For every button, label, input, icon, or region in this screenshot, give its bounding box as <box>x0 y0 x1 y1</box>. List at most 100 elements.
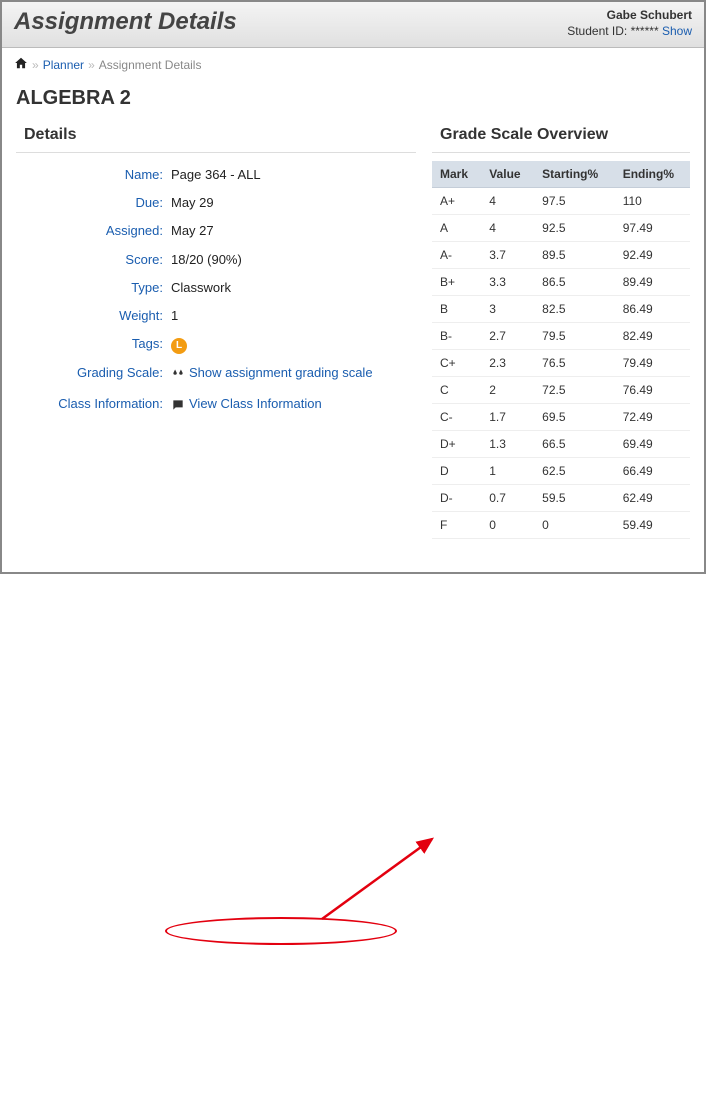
detail-weight: Weight: 1 <box>16 302 416 330</box>
table-cell: A <box>432 215 481 242</box>
detail-value: 1 <box>171 307 416 325</box>
home-icon[interactable] <box>14 56 28 73</box>
table-cell: D+ <box>432 431 481 458</box>
breadcrumb-planner[interactable]: Planner <box>43 58 84 72</box>
detail-label: Score: <box>16 251 171 269</box>
table-cell: 0.7 <box>481 485 534 512</box>
table-cell: 0 <box>534 512 615 539</box>
grade-scale-heading: Grade Scale Overview <box>432 120 690 153</box>
table-cell: B <box>432 296 481 323</box>
table-row: A-3.789.592.49 <box>432 242 690 269</box>
table-header: Value <box>481 161 534 188</box>
detail-label: Tags: <box>16 335 171 354</box>
grade-scale-table: MarkValueStarting%Ending% A+497.5110A492… <box>432 161 690 539</box>
tag-badge[interactable]: L <box>171 338 187 354</box>
table-cell: B- <box>432 323 481 350</box>
table-cell: 79.5 <box>534 323 615 350</box>
page-header: Assignment Details Gabe Schubert Student… <box>2 2 704 48</box>
table-cell: 110 <box>615 188 690 215</box>
page-title: Assignment Details <box>14 8 237 36</box>
detail-value: May 29 <box>171 194 416 212</box>
annotation-arrow <box>2 539 706 1113</box>
table-cell: D- <box>432 485 481 512</box>
table-cell: 3.7 <box>481 242 534 269</box>
detail-value: Show assignment grading scale <box>171 364 416 385</box>
table-cell: A- <box>432 242 481 269</box>
table-cell: D <box>432 458 481 485</box>
table-cell: C+ <box>432 350 481 377</box>
student-id-label: Student ID: <box>567 24 627 38</box>
table-cell: 2.7 <box>481 323 534 350</box>
table-row: C272.576.49 <box>432 377 690 404</box>
student-id-row: Student ID: ****** Show <box>567 24 692 40</box>
detail-value: View Class Information <box>171 395 416 416</box>
table-cell: 2 <box>481 377 534 404</box>
table-row: C+2.376.579.49 <box>432 350 690 377</box>
detail-value: May 27 <box>171 222 416 240</box>
table-cell: 0 <box>481 512 534 539</box>
show-id-link[interactable]: Show <box>662 24 692 38</box>
table-row: B382.586.49 <box>432 296 690 323</box>
detail-class-info: Class Information: View Class Informatio… <box>16 390 416 421</box>
table-row: F0059.49 <box>432 512 690 539</box>
course-title: ALGEBRA 2 <box>2 81 704 120</box>
table-cell: 72.5 <box>534 377 615 404</box>
breadcrumb-current: Assignment Details <box>99 58 202 72</box>
table-cell: C <box>432 377 481 404</box>
detail-label: Class Information: <box>16 395 171 416</box>
detail-due: Due: May 29 <box>16 189 416 217</box>
detail-label: Type: <box>16 279 171 297</box>
details-heading: Details <box>16 120 416 153</box>
class-info-link[interactable]: View Class Information <box>171 395 322 413</box>
content-area: Details Name: Page 364 - ALL Due: May 29… <box>2 120 704 539</box>
grade-scale-panel: Grade Scale Overview MarkValueStarting%E… <box>432 120 690 539</box>
table-row: D+1.366.569.49 <box>432 431 690 458</box>
detail-score: Score: 18/20 (90%) <box>16 246 416 274</box>
breadcrumb: » Planner » Assignment Details <box>2 48 704 81</box>
table-cell: 92.5 <box>534 215 615 242</box>
table-cell: A+ <box>432 188 481 215</box>
table-cell: 62.5 <box>534 458 615 485</box>
detail-grading-scale: Grading Scale: Show assignment grading s… <box>16 359 416 390</box>
table-cell: C- <box>432 404 481 431</box>
table-cell: 66.5 <box>534 431 615 458</box>
table-cell: 1 <box>481 458 534 485</box>
table-cell: 72.49 <box>615 404 690 431</box>
breadcrumb-sep: » <box>32 58 39 72</box>
table-cell: 59.49 <box>615 512 690 539</box>
detail-name: Name: Page 364 - ALL <box>16 161 416 189</box>
detail-label: Due: <box>16 194 171 212</box>
table-cell: 89.49 <box>615 269 690 296</box>
table-row: A492.597.49 <box>432 215 690 242</box>
table-cell: 4 <box>481 215 534 242</box>
table-row: C-1.769.572.49 <box>432 404 690 431</box>
table-header: Mark <box>432 161 481 188</box>
table-cell: 82.5 <box>534 296 615 323</box>
speech-icon <box>171 398 185 412</box>
detail-label: Weight: <box>16 307 171 325</box>
grading-scale-link[interactable]: Show assignment grading scale <box>171 364 373 382</box>
detail-label: Name: <box>16 166 171 184</box>
detail-value: 18/20 (90%) <box>171 251 416 269</box>
detail-value: Classwork <box>171 279 416 297</box>
table-cell: 69.5 <box>534 404 615 431</box>
class-info-link-text: View Class Information <box>189 395 322 413</box>
table-cell: 2.3 <box>481 350 534 377</box>
table-cell: 89.5 <box>534 242 615 269</box>
table-cell: 86.49 <box>615 296 690 323</box>
table-cell: 76.49 <box>615 377 690 404</box>
detail-label: Grading Scale: <box>16 364 171 385</box>
table-row: B-2.779.582.49 <box>432 323 690 350</box>
table-cell: 4 <box>481 188 534 215</box>
table-row: A+497.5110 <box>432 188 690 215</box>
table-cell: 92.49 <box>615 242 690 269</box>
detail-label: Assigned: <box>16 222 171 240</box>
detail-assigned: Assigned: May 27 <box>16 217 416 245</box>
table-cell: 66.49 <box>615 458 690 485</box>
table-cell: 82.49 <box>615 323 690 350</box>
detail-type: Type: Classwork <box>16 274 416 302</box>
detail-value: L <box>171 335 416 354</box>
table-cell: 1.3 <box>481 431 534 458</box>
table-cell: 3 <box>481 296 534 323</box>
student-info: Gabe Schubert Student ID: ****** Show <box>567 8 692 39</box>
